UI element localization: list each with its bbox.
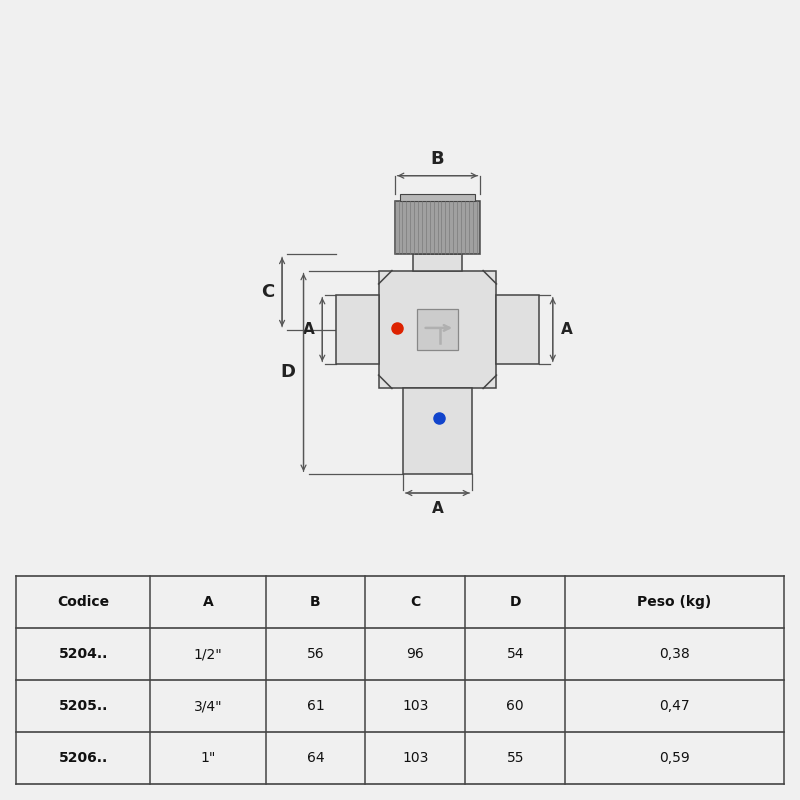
Text: 3/4": 3/4" (194, 699, 222, 713)
Bar (336, 294, 378, 364)
Text: 5205..: 5205.. (58, 699, 108, 713)
Text: 61: 61 (306, 699, 324, 713)
Text: C: C (261, 283, 274, 301)
Text: 1": 1" (200, 751, 216, 765)
Text: 0,59: 0,59 (659, 751, 690, 765)
Text: 103: 103 (402, 699, 429, 713)
Text: 5204..: 5204.. (58, 647, 108, 661)
Text: 55: 55 (506, 751, 524, 765)
Bar (378, 270, 497, 389)
Text: 54: 54 (506, 647, 524, 661)
Bar (497, 294, 539, 364)
Text: A: A (302, 322, 314, 337)
Bar (418, 310, 458, 350)
Text: Codice: Codice (57, 595, 110, 609)
Bar (394, 201, 480, 254)
Text: B: B (310, 595, 321, 609)
Text: 0,47: 0,47 (659, 699, 690, 713)
Text: B: B (430, 150, 444, 168)
Bar (400, 194, 475, 201)
Bar (402, 389, 472, 474)
Text: 0,38: 0,38 (659, 647, 690, 661)
Text: 1/2": 1/2" (194, 647, 222, 661)
Text: A: A (432, 501, 443, 516)
Text: 103: 103 (402, 751, 429, 765)
Text: A: A (202, 595, 214, 609)
Text: 64: 64 (306, 751, 324, 765)
Text: A: A (561, 322, 573, 337)
Text: 60: 60 (506, 699, 524, 713)
Text: 56: 56 (306, 647, 324, 661)
Text: 5206..: 5206.. (58, 751, 108, 765)
Text: C: C (410, 595, 421, 609)
Text: D: D (510, 595, 521, 609)
Text: 96: 96 (406, 647, 424, 661)
Text: Peso (kg): Peso (kg) (638, 595, 712, 609)
Bar (414, 254, 462, 270)
Text: D: D (281, 363, 295, 382)
